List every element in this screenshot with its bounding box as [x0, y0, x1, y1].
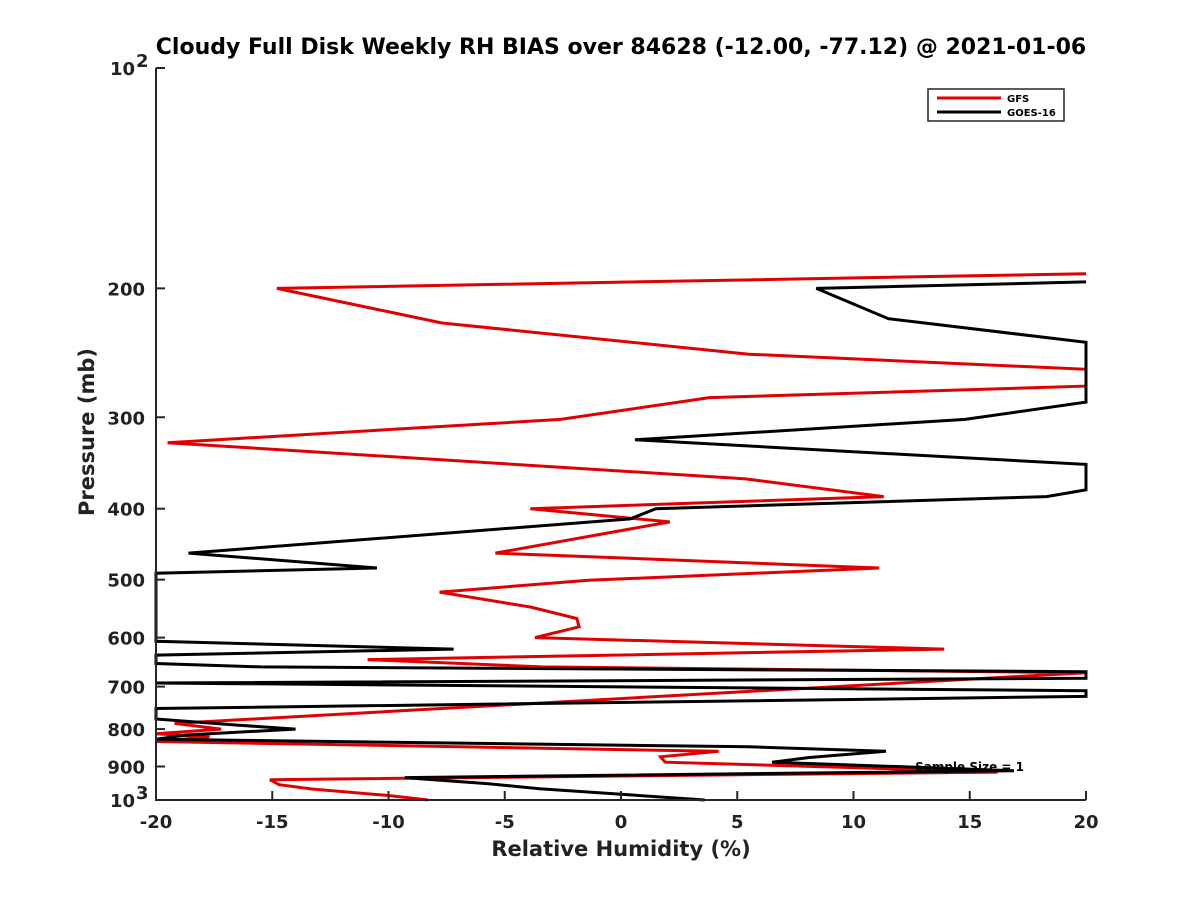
- legend: GFS GOES-16: [927, 88, 1065, 122]
- x-tick-label: -5: [495, 812, 515, 833]
- series-layer: [154, 272, 1088, 802]
- x-tick-label: -15: [256, 812, 289, 833]
- x-tick-label: -10: [372, 812, 405, 833]
- sample-size-annotation: Sample Size = 1: [915, 760, 1024, 774]
- x-tick-label: 0: [615, 812, 628, 833]
- y-tick-label: 10: [110, 59, 135, 80]
- legend-label-goes-16: GOES-16: [1007, 108, 1056, 119]
- series-line-goes-16: [154, 280, 1088, 802]
- x-tick-label: 15: [957, 812, 982, 833]
- y-tick-label: 700: [107, 678, 145, 699]
- y-tick-label: 500: [107, 571, 145, 592]
- legend-box: [927, 88, 1065, 122]
- x-tick-label: 5: [731, 812, 744, 833]
- series-line-gfs: [155, 272, 1088, 802]
- y-tick-label: 400: [107, 500, 145, 521]
- x-tick-label: 10: [841, 812, 866, 833]
- x-tick-label: 20: [1073, 812, 1098, 833]
- y-tick-label: 900: [107, 758, 145, 779]
- legend-label-gfs: GFS: [1007, 94, 1029, 105]
- x-axis-label: Relative Humidity (%): [491, 837, 750, 861]
- chart-title: Cloudy Full Disk Weekly RH BIAS over 846…: [156, 35, 1086, 60]
- x-tick-label: -20: [140, 812, 173, 833]
- y-tick-label: 300: [107, 408, 145, 429]
- y-tick-label: 800: [107, 720, 145, 741]
- y-tick-label: 10: [110, 791, 135, 812]
- y-tick-label: 200: [107, 279, 145, 300]
- y-tick-exponent: 3: [136, 783, 149, 804]
- y-tick-label: 600: [107, 629, 145, 650]
- y-axis-label: Pressure (mb): [75, 348, 99, 516]
- y-tick-exponent: 2: [136, 51, 149, 72]
